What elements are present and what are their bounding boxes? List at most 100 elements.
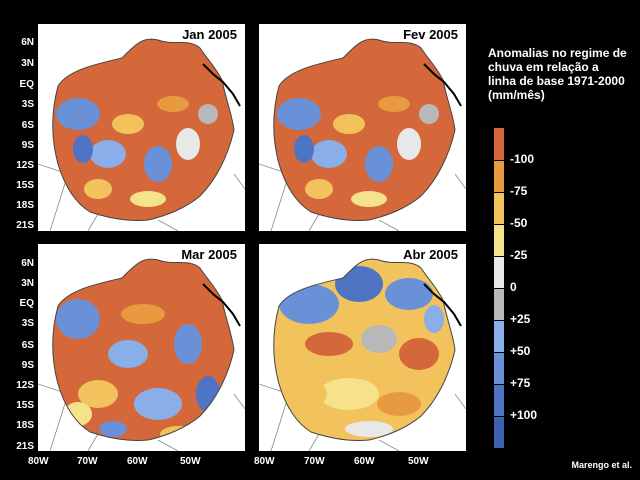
anomaly-region: [108, 340, 148, 368]
panel-title-fev: Fev 2005: [403, 27, 458, 42]
map-fev: [259, 38, 466, 231]
anomaly-region: [99, 421, 127, 437]
basin-outline: [52, 258, 235, 441]
anomaly-region: [73, 135, 93, 163]
coastline: [423, 283, 462, 327]
anomaly-region: [311, 140, 347, 168]
anomaly-region: [112, 114, 144, 134]
legend-swatch: [494, 416, 504, 448]
anomaly-region: [291, 380, 327, 408]
lon-label-60w-right: 60W: [354, 456, 375, 467]
lat-label-9s-bottom: 9S: [21, 360, 34, 371]
anomaly-region: [419, 104, 439, 124]
panel-title-abr: Abr 2005: [403, 247, 458, 262]
lat-label-6n-bottom: 6N: [21, 258, 34, 269]
lat-label-9s-top: 9S: [21, 140, 34, 151]
lon-label-50w-right: 50W: [408, 456, 429, 467]
map-panel-mar: Mar 2005: [38, 244, 245, 451]
legend-tick: [494, 384, 504, 385]
anomaly-region: [121, 304, 165, 324]
legend-label: -25: [510, 248, 528, 262]
anomaly-region: [361, 325, 397, 353]
lat-label-18s-bottom: 18S: [16, 420, 34, 431]
lat-label-21s-bottom: 21S: [16, 441, 34, 452]
lon-label-70w-left: 70W: [77, 456, 98, 467]
anomaly-field: [52, 259, 235, 441]
legend-swatch: [494, 160, 504, 192]
legend-tick: [494, 192, 504, 193]
legend-label: +50: [510, 344, 531, 358]
legend-label: -75: [510, 184, 528, 198]
anomaly-region: [377, 392, 421, 416]
lat-label-12s-bottom: 12S: [16, 380, 34, 391]
legend-title: Anomalias no regime de chuva em relação …: [488, 46, 627, 102]
coastline: [423, 63, 462, 107]
panel-title-mar: Mar 2005: [181, 247, 237, 262]
legend-swatch: [494, 352, 504, 384]
anomaly-region: [397, 128, 421, 160]
anomaly-region: [333, 114, 365, 134]
anomaly-region: [335, 266, 383, 302]
lat-label-3n-bottom: 3N: [21, 278, 34, 289]
anomaly-region: [160, 426, 196, 441]
anomaly-region: [78, 380, 118, 408]
lat-label-3n-top: 3N: [21, 58, 34, 69]
lat-label-3s-bottom: 3S: [21, 318, 34, 329]
lon-label-60w-left: 60W: [127, 456, 148, 467]
anomaly-region: [305, 332, 353, 356]
lon-label-80w-right: 80W: [254, 456, 275, 467]
basin-outline: [273, 258, 456, 441]
anomaly-region: [294, 135, 314, 163]
lat-label-6s-top: 6S: [21, 120, 34, 131]
anomaly-field: [273, 259, 456, 441]
anomaly-region: [176, 128, 200, 160]
legend-swatch: [494, 256, 504, 288]
credit-text: Marengo et al.: [571, 460, 632, 470]
anomaly-region: [345, 421, 393, 437]
legend-label: 0: [510, 280, 517, 294]
map-panel-fev: Fev 2005: [259, 24, 466, 231]
lat-label-21s-top: 21S: [16, 220, 34, 231]
lat-label-eq-bottom: EQ: [19, 298, 34, 309]
map-panel-jan: Jan 2005: [38, 24, 245, 231]
lon-label-70w-right: 70W: [304, 456, 325, 467]
legend-swatch: [494, 384, 504, 416]
anomaly-region: [279, 284, 339, 324]
lat-label-15s-top: 15S: [16, 180, 34, 191]
anomaly-region: [399, 338, 439, 370]
anomaly-region: [424, 305, 444, 333]
anomaly-region: [56, 299, 100, 339]
anomaly-region: [84, 179, 112, 199]
anomaly-region: [174, 324, 202, 364]
anomaly-region: [319, 378, 379, 410]
lon-label-80w-left: 80W: [28, 456, 49, 467]
basin-outline: [52, 38, 235, 221]
coastline: [202, 63, 241, 107]
basin-outline: [273, 38, 456, 221]
anomaly-region: [305, 179, 333, 199]
legend-label: +100: [510, 408, 538, 422]
lat-label-6n-top: 6N: [21, 37, 34, 48]
legend-swatch: [494, 192, 504, 224]
legend-swatch: [494, 224, 504, 256]
anomaly-region: [277, 98, 321, 130]
coastline: [202, 283, 241, 327]
lat-label-3s-top: 3S: [21, 99, 34, 110]
anomaly-field: [273, 39, 456, 221]
legend-tick: [494, 224, 504, 225]
lat-label-eq-top: EQ: [19, 79, 34, 90]
anomaly-region: [198, 104, 218, 124]
anomaly-region: [144, 146, 172, 182]
panel-title-jan: Jan 2005: [182, 27, 237, 42]
legend-swatch: [494, 128, 504, 160]
legend-label: +75: [510, 376, 531, 390]
anomaly-region: [134, 388, 182, 420]
anomaly-field: [52, 39, 235, 221]
legend-tick: [494, 288, 504, 289]
legend-swatch: [494, 320, 504, 352]
anomaly-region: [385, 278, 433, 310]
lat-label-6s-bottom: 6S: [21, 340, 34, 351]
map-panel-abr: Abr 2005: [259, 244, 466, 451]
lat-label-12s-top: 12S: [16, 160, 34, 171]
anomaly-region: [157, 96, 189, 112]
